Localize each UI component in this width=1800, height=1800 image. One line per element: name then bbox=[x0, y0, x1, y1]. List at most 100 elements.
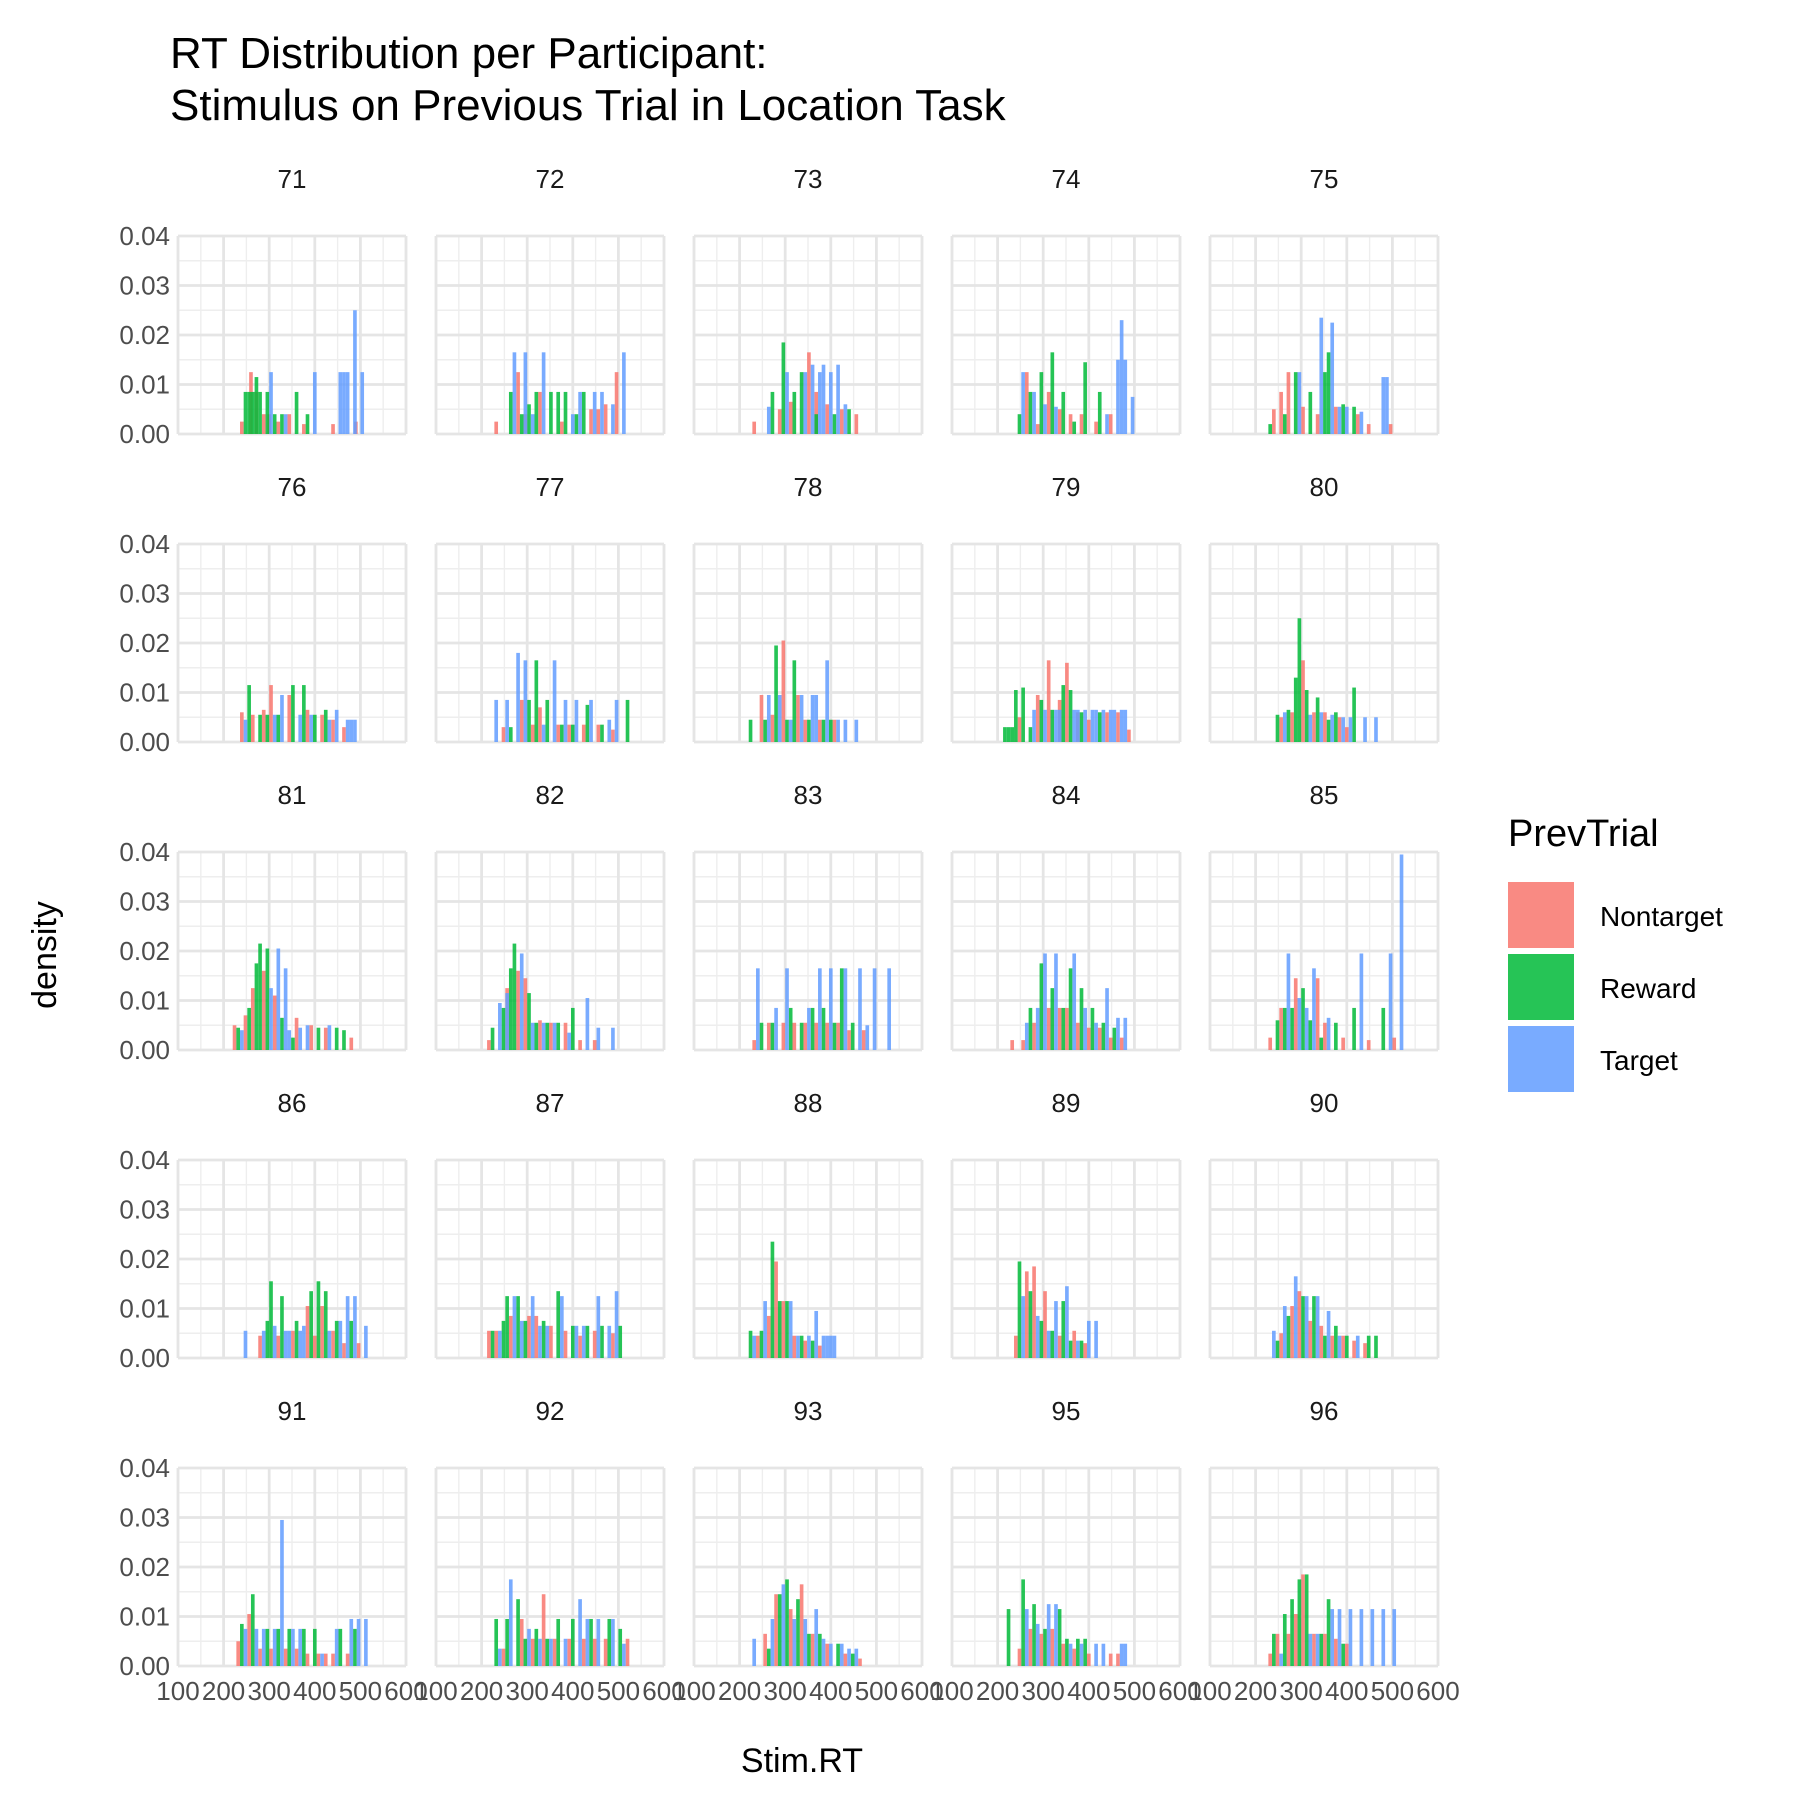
histogram-bar-nontarget bbox=[777, 409, 782, 434]
histogram-bar-target bbox=[364, 1618, 368, 1666]
histogram-bar-nontarget bbox=[1290, 1306, 1294, 1359]
histogram-bar-target bbox=[803, 372, 808, 435]
histogram-bar-target bbox=[1043, 953, 1047, 1050]
histogram-bar-target bbox=[1337, 406, 1342, 434]
histogram-bar-target bbox=[349, 719, 354, 742]
histogram-bar-reward bbox=[1065, 1638, 1069, 1666]
y-tick-label: 0.03 bbox=[119, 1503, 170, 1533]
histogram-bar-target bbox=[596, 1296, 601, 1359]
histogram-bar-reward bbox=[1315, 697, 1320, 742]
histogram-bar-nontarget bbox=[1105, 712, 1109, 742]
x-tick-label: 300 bbox=[764, 1676, 807, 1706]
facet-panel: 89 bbox=[950, 1088, 1182, 1360]
histogram-bar-nontarget bbox=[349, 1037, 354, 1051]
histogram-bar-target bbox=[600, 391, 604, 435]
histogram-bar-reward bbox=[545, 699, 550, 742]
histogram-bar-reward bbox=[1275, 714, 1280, 742]
facet-strip-label: 75 bbox=[1310, 164, 1339, 194]
facet-panel: 91 0.00 0.01 0.02 0.03 0.04 100 200 300 400 500 600 bbox=[119, 1396, 427, 1706]
facet-strip-label: 86 bbox=[278, 1088, 307, 1118]
histogram-bar-reward bbox=[799, 372, 804, 435]
histogram-bar-target bbox=[563, 1638, 568, 1666]
histogram-bar-reward bbox=[600, 724, 604, 742]
x-tick-label: 600 bbox=[642, 1676, 685, 1706]
histogram-bar-reward bbox=[766, 1648, 771, 1666]
histogram-bar-reward bbox=[774, 645, 778, 742]
histogram-bar-nontarget bbox=[269, 685, 273, 742]
facet-strip-label: 87 bbox=[536, 1088, 565, 1118]
histogram-bar-reward bbox=[323, 709, 328, 742]
histogram-bar-reward bbox=[1028, 1291, 1033, 1358]
histogram-bar-reward bbox=[1290, 1599, 1294, 1666]
facet-panel: 77 bbox=[434, 472, 666, 744]
histogram-bar-nontarget bbox=[1068, 414, 1073, 434]
histogram-bar-nontarget bbox=[530, 1638, 535, 1666]
histogram-bar-reward bbox=[549, 391, 553, 435]
facet-panel: 76 0.00 0.01 0.02 0.03 0.04 bbox=[119, 472, 408, 757]
histogram-bar-reward bbox=[1312, 1296, 1316, 1359]
histogram-bar-reward bbox=[250, 391, 255, 435]
histogram-bar-target bbox=[854, 1648, 859, 1666]
histogram-bar-target bbox=[1094, 1320, 1098, 1359]
histogram-bar-nontarget bbox=[243, 1015, 248, 1050]
legend-key-nontarget bbox=[1508, 882, 1574, 948]
histogram-bar-target bbox=[1330, 322, 1335, 435]
histogram-bar-target bbox=[353, 1296, 357, 1359]
histogram-bar-nontarget bbox=[501, 727, 506, 742]
histogram-bar-nontarget bbox=[1286, 372, 1291, 435]
histogram-bar-nontarget bbox=[294, 1648, 299, 1666]
y-tick-label: 0.01 bbox=[119, 986, 170, 1016]
histogram-bar-nontarget bbox=[283, 1648, 288, 1666]
histogram-bar-reward bbox=[807, 719, 811, 742]
histogram-bar-target bbox=[810, 364, 815, 434]
histogram-bar-nontarget bbox=[331, 1330, 335, 1358]
histogram-bar-reward bbox=[258, 943, 262, 1050]
histogram-bar-nontarget bbox=[1028, 1628, 1033, 1667]
histogram-bar-reward bbox=[338, 1628, 343, 1667]
histogram-bar-nontarget bbox=[1323, 712, 1327, 742]
histogram-bar-target bbox=[581, 1325, 586, 1358]
histogram-bar-target bbox=[1279, 1653, 1283, 1667]
histogram-bar-target bbox=[530, 414, 535, 434]
histogram-bar-target bbox=[847, 1648, 851, 1666]
facet-panel: 92 100 200 300 400 500 600 bbox=[414, 1396, 685, 1706]
y-tick-label: 0.04 bbox=[119, 1145, 170, 1175]
histogram-bar-nontarget bbox=[1268, 1653, 1273, 1667]
legend-title: PrevTrial bbox=[1508, 813, 1659, 855]
facet-panel: 71 0.00 0.01 0.02 0.03 0.04 bbox=[119, 164, 408, 449]
histogram-bar-reward bbox=[1079, 988, 1084, 1051]
histogram-bar-target bbox=[1035, 1623, 1040, 1666]
facet-panel: 96 100 200 300 400 500 600 bbox=[1188, 1396, 1459, 1706]
histogram-bar-target bbox=[1359, 953, 1364, 1050]
x-axis-title: Stim.RT bbox=[741, 1742, 863, 1780]
histogram-bar-target bbox=[781, 1584, 786, 1667]
x-tick-label: 300 bbox=[1280, 1676, 1323, 1706]
histogram-bar-reward bbox=[490, 1027, 495, 1050]
histogram-bar-target bbox=[298, 714, 303, 742]
histogram-bar-nontarget bbox=[527, 1315, 531, 1358]
chart-title-line-1: RT Distribution per Participant: bbox=[170, 29, 768, 78]
histogram-bar-target bbox=[261, 1330, 266, 1358]
y-axis-title: density bbox=[26, 901, 64, 1009]
histogram-bar-reward bbox=[1028, 727, 1033, 742]
facet-panel: 85 bbox=[1208, 780, 1440, 1052]
histogram-bar-nontarget bbox=[541, 1594, 546, 1666]
histogram-bar-nontarget bbox=[287, 414, 292, 434]
facet-strip-label: 80 bbox=[1310, 472, 1339, 502]
histogram-bar-reward bbox=[1068, 968, 1073, 1051]
histogram-bar-target bbox=[1341, 717, 1345, 742]
histogram-bar-target bbox=[763, 1301, 767, 1358]
histogram-bar-target bbox=[353, 310, 357, 434]
histogram-bar-target bbox=[1315, 1633, 1320, 1666]
histogram-bar-target bbox=[519, 953, 524, 1050]
y-tick-label: 0.02 bbox=[119, 1552, 170, 1582]
histogram-bar-reward bbox=[563, 391, 568, 435]
histogram-bar-nontarget bbox=[581, 1638, 586, 1666]
facet-strip-label: 77 bbox=[536, 472, 565, 502]
histogram-bar-target bbox=[821, 1335, 826, 1358]
histogram-bar-target bbox=[1297, 372, 1302, 435]
histogram-bar-reward bbox=[1286, 1315, 1291, 1358]
histogram-bar-reward bbox=[1308, 1020, 1313, 1050]
histogram-bar-reward bbox=[505, 1618, 509, 1666]
x-tick-label: 200 bbox=[460, 1676, 503, 1706]
